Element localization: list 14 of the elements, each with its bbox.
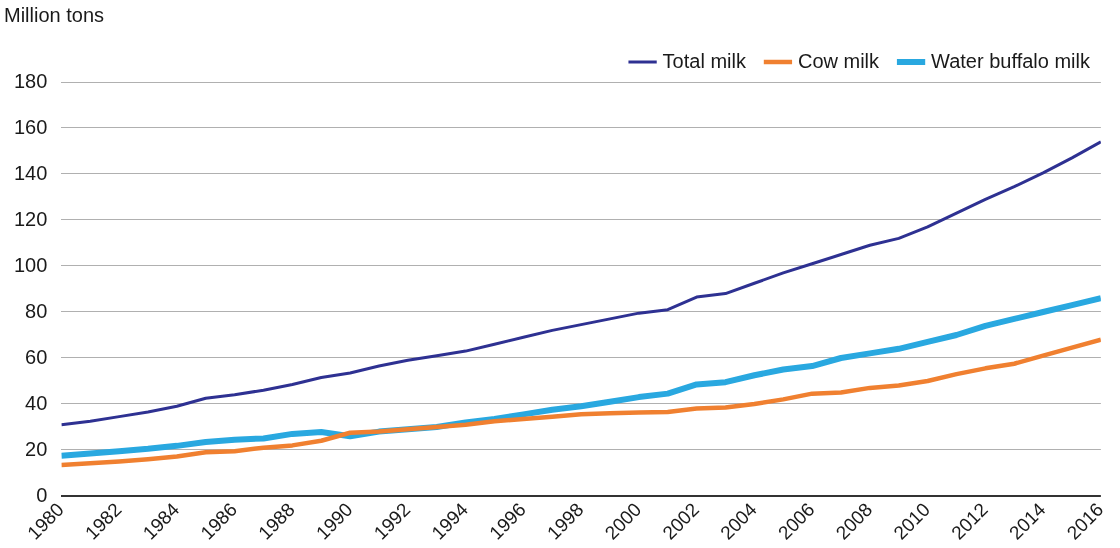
y-tick-label: 100 [13,253,48,276]
y-tick-label: 120 [13,207,48,230]
y-tick-label: 80 [25,299,48,322]
y-tick-label: 140 [13,161,48,184]
y-tick-label: 40 [25,391,48,414]
y-tick-label: 160 [13,115,48,138]
legend-label: Total milk [662,49,747,72]
legend-label: Water buffalo milk [931,49,1091,72]
y-tick-label: 20 [25,437,48,460]
y-tick-label: 180 [13,69,48,92]
y-tick-label: 60 [25,345,48,368]
legend-label: Cow milk [797,49,881,72]
y-axis-title: Million tons [4,3,105,26]
y-tick-label: 0 [36,483,48,506]
